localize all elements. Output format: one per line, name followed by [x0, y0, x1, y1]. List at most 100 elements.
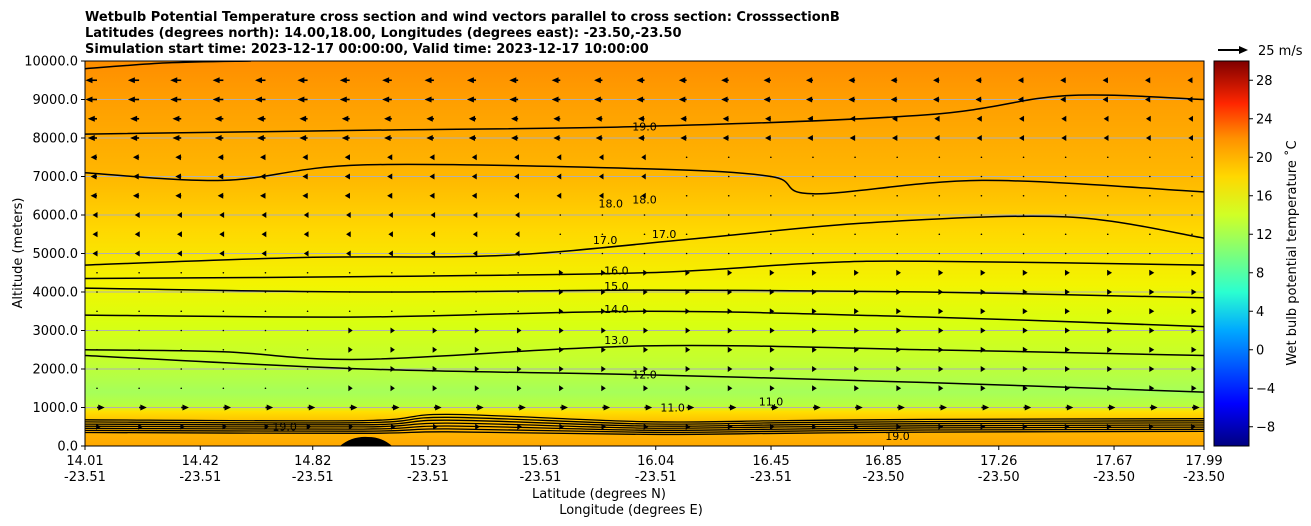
y-tick-label: 8000.0: [33, 132, 79, 147]
wind-vector: [1191, 252, 1193, 255]
wind-vector: [391, 404, 400, 411]
wind-vector: [643, 214, 646, 216]
wind-vector: [601, 289, 606, 295]
wind-vector: [938, 346, 944, 353]
wind-vector: [1022, 308, 1028, 315]
contour-label: 19.0: [885, 430, 910, 443]
wind-vector: [980, 289, 986, 295]
wind-vector: [180, 368, 183, 370]
wind-vector: [1107, 327, 1113, 334]
wind-vector: [854, 269, 859, 276]
wind-vector: [896, 233, 898, 236]
wind-vector: [685, 327, 691, 334]
wind-vector: [812, 346, 817, 353]
wind-vector: [892, 115, 898, 122]
wind-vector: [601, 385, 606, 392]
colorbar-tick-label: 16: [1256, 189, 1273, 204]
x-axis-label-longitude: Longitude (degrees E): [559, 503, 703, 518]
y-tick-label: 2000.0: [33, 363, 79, 378]
contour-lines: [85, 61, 1204, 436]
wind-vector: [430, 231, 436, 238]
wind-vector: [391, 310, 393, 313]
wind-vector: [980, 252, 983, 255]
wind-vector: [685, 308, 690, 315]
wind-vector: [303, 231, 309, 238]
wind-vector: [302, 154, 308, 161]
wind-vector: [468, 135, 477, 141]
wind-vector: [854, 308, 859, 315]
wind-vector: [219, 231, 225, 238]
wind-vector: [559, 423, 565, 430]
wind-vector: [890, 77, 898, 84]
wind-vector: [306, 291, 309, 293]
wind-vector: [214, 115, 224, 122]
wind-vector: [130, 115, 140, 122]
wind-vector: [172, 115, 182, 122]
wind-vector: [387, 154, 393, 161]
wind-vector: [727, 327, 733, 334]
wind-vector: [222, 368, 225, 370]
wind-vector: [390, 423, 396, 430]
wind-vector: [138, 368, 140, 370]
wind-vector: [643, 385, 649, 392]
wind-vector: [553, 135, 561, 141]
contour-line: [85, 422, 1204, 429]
chart-title-line-1: Wetbulb Potential Temperature cross sect…: [85, 10, 840, 25]
wind-vector: [1149, 308, 1155, 315]
wind-vector: [559, 233, 562, 236]
wind-vector: [769, 327, 775, 334]
wind-vector: [138, 310, 140, 313]
wind-vector: [1149, 233, 1151, 236]
wind-vector: [387, 192, 393, 199]
wind-vector: [980, 327, 986, 334]
wind-vector: [938, 269, 944, 276]
wind-vector: [96, 368, 98, 370]
wind-vector: [598, 192, 604, 199]
wind-vector: [1022, 366, 1028, 372]
wind-vector: [306, 271, 309, 274]
wind-vector: [387, 173, 393, 180]
wind-vector: [727, 156, 730, 159]
wind-vector: [812, 156, 814, 159]
wind-vector: [132, 192, 140, 199]
x-tick-label-lon: -23.51: [520, 470, 562, 485]
y-tick-label: 10000.0: [24, 55, 78, 70]
wind-vector: [938, 175, 941, 178]
wind-vector: [1149, 289, 1155, 295]
wind-vector: [349, 404, 358, 411]
wind-vector: [180, 348, 183, 351]
wind-vector: [134, 231, 140, 238]
wind-vector: [384, 135, 392, 141]
contour-line: [85, 260, 1204, 280]
wind-vector: [96, 329, 98, 332]
wind-vector: [721, 77, 729, 84]
contour-label: 13.0: [604, 334, 629, 347]
wind-vector: [855, 404, 863, 411]
wind-vector: [1106, 214, 1109, 216]
wind-vector: [811, 308, 817, 315]
wind-vector: [601, 252, 604, 255]
wind-vector: [516, 346, 522, 353]
wind-vector: [90, 154, 97, 161]
wind-vector: [1191, 346, 1197, 353]
wind-vector: [1187, 77, 1193, 84]
wind-vector: [1022, 156, 1025, 159]
wind-vector: [559, 346, 564, 353]
x-tick-label-lat: 17.26: [980, 454, 1017, 469]
wind-vector: [222, 271, 225, 274]
wind-vector: [643, 327, 649, 334]
x-tick-label-lon: -23.51: [64, 470, 106, 485]
wind-vector: [727, 175, 730, 178]
contour-line: [85, 428, 1204, 434]
wind-vector: [509, 77, 519, 84]
wind-vector: [255, 77, 266, 84]
wind-vector: [472, 250, 478, 257]
wind-vector: [638, 135, 645, 141]
wind-vector: [219, 212, 225, 218]
wind-vector: [728, 404, 737, 411]
wind-vector: [1107, 346, 1113, 353]
wind-vector: [303, 250, 309, 257]
wind-vector: [643, 346, 649, 353]
wind-vector: [559, 366, 564, 372]
colorbar-tick-label: 24: [1256, 112, 1273, 127]
